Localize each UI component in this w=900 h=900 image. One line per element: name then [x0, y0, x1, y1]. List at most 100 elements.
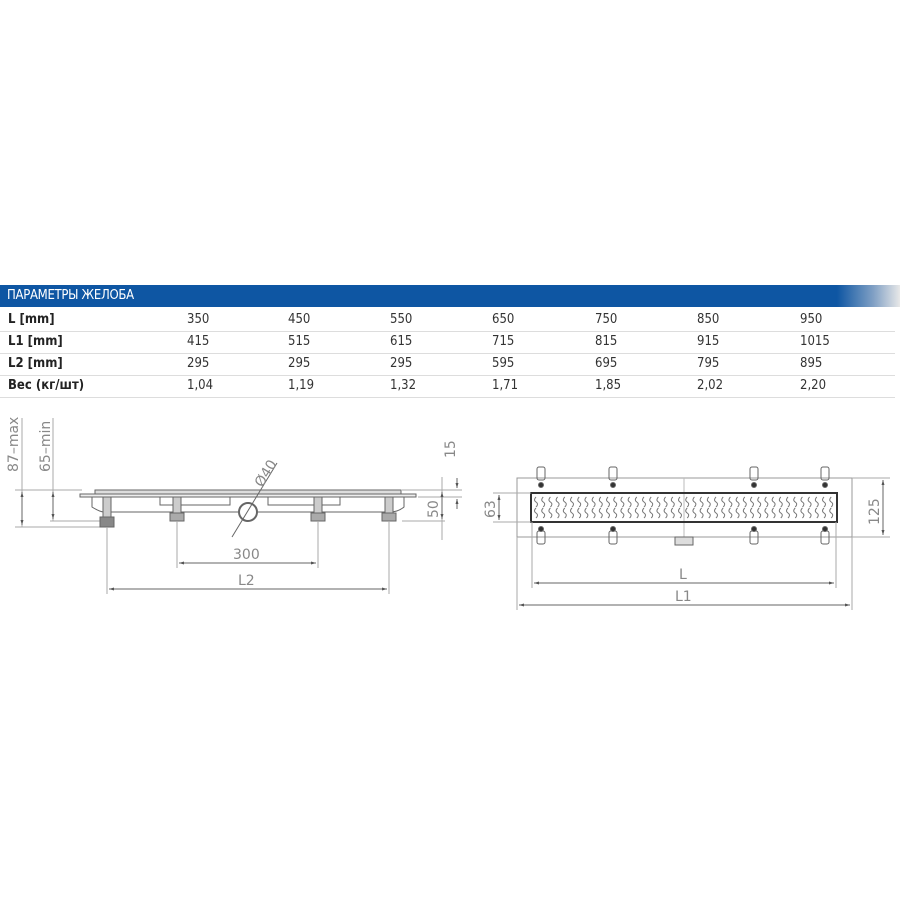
table-cell: 815: [595, 334, 618, 349]
dim-l: L: [679, 567, 687, 583]
table-cell: 915: [697, 334, 720, 349]
grate-slot: [699, 507, 704, 519]
screw-hole: [538, 482, 544, 488]
grate-slot: [598, 496, 603, 508]
grate-slot: [555, 507, 560, 519]
grate-slot: [642, 507, 646, 519]
grate-slot: [793, 507, 798, 519]
dim-65-min: 65–min: [38, 421, 54, 472]
grate-slot: [584, 507, 589, 519]
grate-slot: [670, 496, 675, 508]
table-cell: 2,20: [800, 378, 827, 393]
grate-slot: [764, 496, 769, 508]
mounting-bracket: [749, 466, 759, 481]
grate-slot: [649, 507, 654, 519]
grate-slot: [570, 507, 574, 519]
grate-slot: [814, 496, 819, 508]
table-cell: 450: [288, 312, 311, 327]
grate-slot: [678, 507, 682, 519]
grate-slot: [685, 507, 690, 519]
table-row: L [mm] 350 450 550 650 750 850 950: [0, 309, 895, 332]
grate-slot: [778, 507, 783, 519]
grate-slot: [771, 507, 776, 519]
table-cell: 515: [288, 334, 311, 349]
grate-slot: [692, 507, 697, 519]
grate-slot: [692, 496, 697, 508]
grate-slot: [606, 496, 610, 508]
grate-slot: [793, 496, 798, 508]
grate-slot: [591, 496, 596, 508]
grate-slot: [663, 507, 668, 519]
table-title: ПАРАМЕТРЫ ЖЕЛОБА: [7, 288, 134, 303]
table-header: ПАРАМЕТРЫ ЖЕЛОБА: [0, 285, 900, 307]
grate-slot: [562, 507, 567, 519]
grate-slot: [786, 507, 790, 519]
table-cell: 650: [492, 312, 515, 327]
grate-slot: [706, 507, 711, 519]
grate-slot: [800, 507, 805, 519]
grate-slot: [634, 507, 639, 519]
table-cell: 950: [800, 312, 823, 327]
grate-slot: [541, 496, 546, 508]
grate-slot: [742, 507, 747, 519]
table-row: L1 [mm] 415 515 615 715 815 915 1015: [0, 331, 895, 354]
grate-slot: [822, 507, 826, 519]
table-cell: 895: [800, 356, 823, 371]
grate-slot: [757, 496, 762, 508]
table-cell: 795: [697, 356, 720, 371]
grate-slot: [620, 507, 625, 519]
table-cell: 615: [390, 334, 413, 349]
row-label: L [mm]: [8, 312, 55, 327]
table-cell: 415: [187, 334, 210, 349]
mounting-bracket: [820, 466, 830, 481]
grate-slot: [750, 507, 754, 519]
grate-slot: [728, 507, 733, 519]
grate-slot: [721, 507, 726, 519]
table-cell: 295: [187, 356, 210, 371]
grate-slot: [627, 496, 632, 508]
screw-hole: [751, 482, 757, 488]
grate-slot: [685, 496, 690, 508]
grate-slot: [649, 496, 654, 508]
table-cell: 715: [492, 334, 515, 349]
dim-l2: L2: [238, 573, 255, 589]
grate-slot: [606, 507, 610, 519]
grate-slot: [829, 496, 834, 508]
table-cell: 1,71: [492, 378, 519, 393]
row-label: Вес (кг/шт): [8, 378, 85, 393]
grate-slot: [534, 507, 538, 519]
grate-slot: [807, 507, 812, 519]
grate-slot: [656, 496, 661, 508]
grate-slot: [786, 496, 790, 508]
grate-slot: [714, 507, 718, 519]
row-label: L2 [mm]: [8, 356, 63, 371]
grate-slot: [829, 507, 834, 519]
screw-hole: [822, 526, 828, 532]
table-cell: 350: [187, 312, 210, 327]
table-cell: 1,32: [390, 378, 417, 393]
grate-slot: [613, 507, 618, 519]
grate-slot: [627, 507, 632, 519]
screw-hole: [610, 526, 616, 532]
grate-slot: [757, 507, 762, 519]
dim-87-max: 87–max: [6, 417, 22, 472]
grate-slot: [663, 496, 668, 508]
table-cell: 295: [288, 356, 311, 371]
grate-slot: [742, 496, 747, 508]
grate-slot: [656, 507, 661, 519]
dim-300: 300: [233, 547, 260, 563]
dim-15: 15: [443, 440, 459, 458]
grate-slot: [598, 507, 603, 519]
table-cell: 750: [595, 312, 618, 327]
grate-slot: [591, 507, 596, 519]
grate-slot: [699, 496, 704, 508]
table-cell: 595: [492, 356, 515, 371]
grate-slot: [570, 496, 574, 508]
mounting-bracket: [608, 466, 618, 481]
grate-slot: [807, 496, 812, 508]
grate-slot: [634, 496, 639, 508]
grate-slot: [800, 496, 805, 508]
grate-slot: [714, 496, 718, 508]
grate-slot: [562, 496, 567, 508]
table-cell: 1,04: [187, 378, 214, 393]
